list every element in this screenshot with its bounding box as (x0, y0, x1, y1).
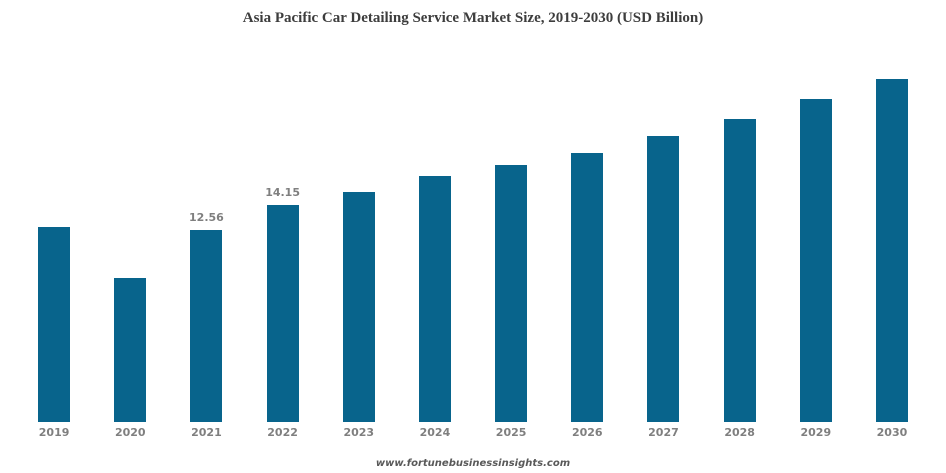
bar-column-2023 (321, 60, 397, 422)
bar-2024 (418, 176, 451, 422)
bar-column-2020 (92, 60, 168, 422)
x-tick-2025: 2025 (495, 426, 527, 439)
x-tick-2030: 2030 (876, 426, 908, 439)
bar-value-label-2022: 14.15 (265, 186, 300, 199)
bar-2028 (723, 119, 756, 422)
bar-2021 (190, 230, 223, 422)
x-tick-2023: 2023 (343, 426, 375, 439)
x-tick-2020: 2020 (114, 426, 146, 439)
x-tick-2028: 2028 (724, 426, 755, 439)
x-tick-2022: 2022 (267, 426, 298, 439)
x-tick-2027: 2027 (648, 426, 679, 439)
watermark-text: www.fortunebusinessinsights.com (375, 458, 571, 469)
bar-value-label-2021: 12.56 (189, 211, 224, 224)
x-tick-2019: 2019 (38, 426, 70, 439)
bar-2025 (495, 165, 528, 422)
bar-column-2029 (778, 60, 854, 422)
bar-2023 (342, 192, 375, 422)
plot-area: 12.56 14.15 (16, 60, 930, 422)
bar-column-2027 (625, 60, 701, 422)
bar-column-2019 (16, 60, 92, 422)
bar-2026 (571, 153, 604, 422)
bar-column-2026 (549, 60, 625, 422)
bar-column-2021: 12.56 (168, 60, 244, 422)
bar-2029 (799, 99, 832, 422)
bar-column-2022: 14.15 (245, 60, 321, 422)
x-tick-2026: 2026 (571, 426, 603, 439)
x-tick-2029: 2029 (800, 426, 832, 439)
bar-column-2028 (702, 60, 778, 422)
footer: www.fortunebusinessinsights.com (0, 451, 946, 470)
bar-2030 (875, 79, 908, 422)
bar-2027 (647, 136, 680, 422)
bar-column-2024 (397, 60, 473, 422)
x-tick-2024: 2024 (419, 426, 451, 439)
bar-2020 (114, 278, 147, 422)
bar-2022 (266, 205, 299, 422)
x-axis: 2019 2020 2021 2022 2023 2024 2025 2026 2027 2028… (16, 426, 930, 439)
bar-column-2030 (854, 60, 930, 422)
bar-2019 (38, 227, 71, 422)
chart-title: Asia Pacific Car Detailing Service Marke… (242, 10, 704, 26)
bar-column-2025 (473, 60, 549, 422)
x-tick-2021: 2021 (191, 426, 222, 439)
